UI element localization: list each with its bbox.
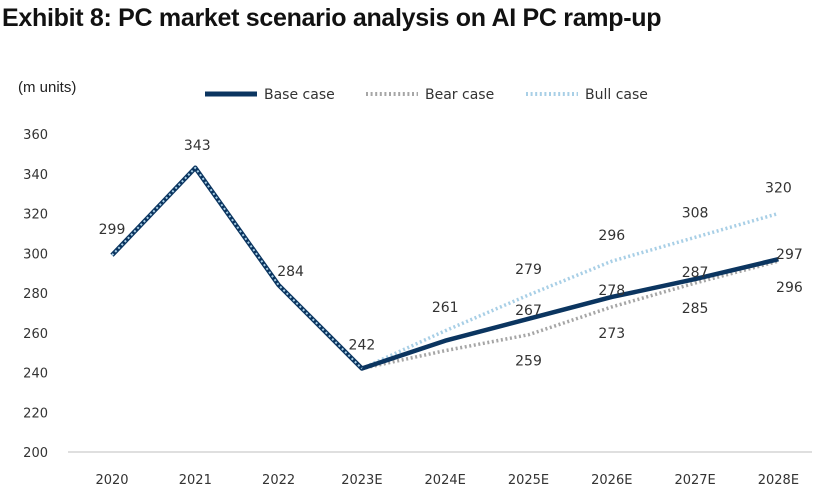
x-tick-label: 2027E: [674, 473, 715, 487]
data-label-base: 278: [598, 283, 625, 299]
data-label-bear: 285: [682, 301, 709, 317]
legend: Base case Bear case Bull case: [205, 87, 648, 103]
series-layer: [110, 165, 779, 371]
data-label-base: 297: [776, 247, 803, 263]
chart-title: Exhibit 8: PC market scenario analysis o…: [2, 4, 661, 32]
data-label-bull: 261: [432, 300, 459, 316]
data-label-bull: 320: [765, 181, 792, 197]
data-label-base: 267: [515, 303, 542, 319]
data-label-bull: 284: [277, 264, 304, 280]
x-tick-label: 2028E: [758, 473, 799, 487]
data-label-bear: 273: [598, 326, 625, 342]
data-label-bull: 242: [349, 338, 376, 354]
data-label-bull: 299: [99, 222, 126, 238]
y-tick-label: 240: [23, 367, 48, 382]
data-label-bear: 296: [776, 280, 803, 296]
y-tick-label: 320: [23, 208, 48, 223]
legend-label-base: Base case: [264, 87, 335, 103]
y-axis: 200 220 240 260 280 300 320 340 360: [23, 128, 48, 461]
series-line-history-overlay: [111, 166, 363, 370]
y-tick-label: 200: [23, 446, 48, 461]
legend-item-bull[interactable]: Bull case: [526, 87, 648, 103]
data-label-base: 287: [682, 265, 709, 281]
data-label-bull: 279: [515, 262, 542, 278]
x-tick-label: 2024E: [425, 473, 466, 487]
data-labels: 267 278 287 297 259 273 285 296 299 343 284 242 261 2…: [99, 138, 803, 370]
series-line-base: [110, 165, 779, 371]
y-tick-label: 220: [23, 406, 48, 421]
data-label-bull: 343: [184, 138, 211, 154]
y-tick-label: 340: [23, 168, 48, 183]
series-line-bull: [110, 166, 779, 371]
y-tick-label: 300: [23, 247, 48, 262]
x-tick-label: 2022: [262, 473, 295, 487]
legend-label-bull: Bull case: [585, 87, 648, 103]
data-label-bull: 308: [682, 205, 709, 221]
y-tick-label: 260: [23, 327, 48, 342]
x-tick-label: 2020: [95, 473, 128, 487]
x-tick-label: 2025E: [508, 473, 549, 487]
x-axis: 2020 2021 2022 2023E 2024E 2025E 2026E 2027E 202…: [68, 451, 812, 487]
unit-label: (m units): [18, 79, 76, 96]
legend-item-base[interactable]: Base case: [205, 87, 335, 103]
legend-item-bear[interactable]: Bear case: [366, 87, 494, 103]
data-label-bull: 296: [598, 228, 625, 244]
x-tick-label: 2023E: [341, 473, 382, 487]
x-tick-label: 2021: [179, 473, 212, 487]
y-tick-label: 280: [23, 287, 48, 302]
data-label-bear: 259: [515, 354, 542, 370]
legend-label-bear: Bear case: [425, 87, 494, 103]
x-tick-label: 2026E: [591, 473, 632, 487]
y-tick-label: 360: [23, 128, 48, 143]
